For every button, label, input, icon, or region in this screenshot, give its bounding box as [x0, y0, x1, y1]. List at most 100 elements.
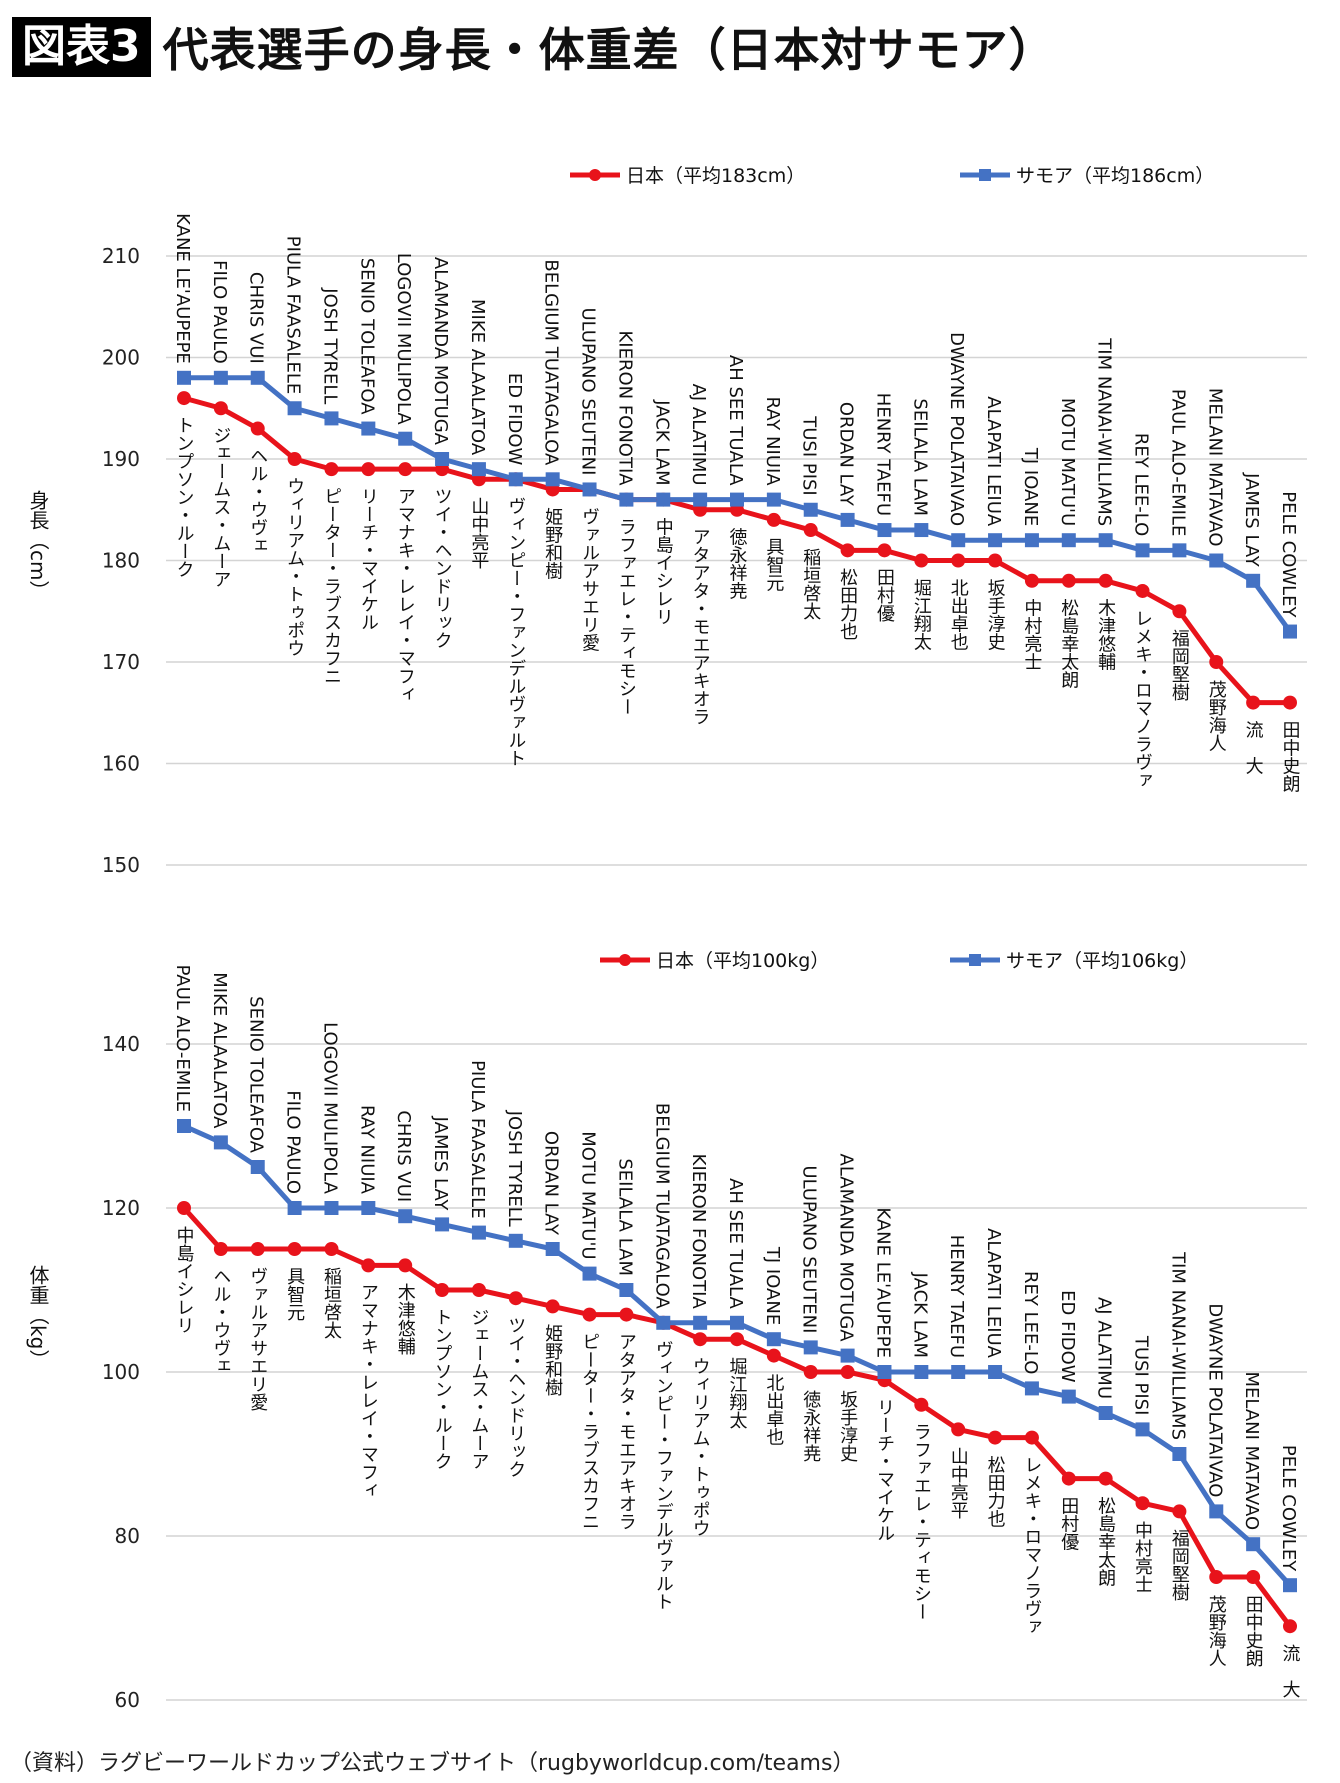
japan-data-point — [1246, 1570, 1261, 1584]
japan-player-label: 山中亮平 — [468, 497, 489, 569]
samoa-data-point — [1098, 533, 1113, 548]
japan-player-label: 具智元 — [763, 538, 784, 592]
japan-data-point — [361, 462, 376, 477]
japan-player-label: ツイ・ヘンドリック — [432, 487, 453, 649]
samoa-data-point — [951, 533, 966, 548]
samoa-player-label: HENRY TAEFU — [946, 1235, 967, 1358]
samoa-player-label: ULUPANO SEUTENI — [578, 307, 599, 475]
japan-data-point — [840, 1365, 855, 1379]
samoa-data-point — [988, 1365, 1003, 1379]
samoa-player-label: JOSH TYRELL — [504, 1110, 525, 1227]
japan-player-label: 中島イシレリ — [653, 517, 674, 625]
japan-data-point — [1283, 1619, 1297, 1634]
samoa-player-label: PIULA FAASALELE — [467, 1060, 488, 1219]
samoa-player-label: JAMES LAY — [1241, 472, 1262, 568]
japan-player-label: 坂手淳史 — [837, 1390, 858, 1462]
samoa-player-label: PIULA FAASALELE — [283, 236, 304, 395]
japan-player-label: アマナキ・レレイ・マフィ — [395, 487, 416, 703]
japan-player-label: 中島イシレリ — [174, 1226, 195, 1334]
samoa-data-point — [877, 523, 892, 538]
japan-data-point — [177, 1201, 191, 1215]
samoa-data-point — [361, 1201, 376, 1215]
japan-data-point — [730, 1332, 744, 1347]
japan-player-label: 姫野和樹 — [542, 507, 563, 579]
samoa-data-point — [1246, 573, 1261, 588]
samoa-player-label: SENIO TOLEAFOA — [246, 996, 267, 1154]
samoa-player-label: TUSI PISI — [799, 415, 820, 496]
samoa-data-point — [803, 1340, 818, 1355]
samoa-player-label: BELGIUM TUATAGALOA — [651, 1103, 672, 1310]
japan-data-point — [361, 1258, 376, 1273]
japan-player-label: ウィリアム・トゥポウ — [690, 1357, 711, 1537]
samoa-data-point — [213, 1135, 228, 1150]
y-axis-title: 体重（kg） — [26, 1265, 50, 1370]
japan-player-label: 田中史朗 — [1280, 721, 1301, 793]
samoa-data-point — [1246, 1537, 1261, 1552]
japan-data-point — [287, 452, 302, 466]
samoa-data-point — [1209, 553, 1224, 568]
samoa-player-label: ULUPANO SEUTENI — [799, 1165, 820, 1333]
samoa-data-point — [471, 462, 486, 477]
japan-data-point — [545, 1299, 560, 1314]
japan-player-label: 福岡堅樹 — [1169, 1529, 1190, 1601]
samoa-player-label: MELANI MATAVAO — [1241, 1372, 1262, 1531]
japan-player-label: ピーター・ラブスカフニ — [321, 487, 342, 685]
samoa-player-label: ALAPATI LEIUA — [983, 1228, 1004, 1359]
japan-player-label: 木津悠輔 — [1095, 599, 1116, 671]
source-note: （資料）ラグビーワールドカップ公式ウェブサイト（rugbyworldcup.co… — [10, 1751, 855, 1776]
samoa-player-label: ALAMANDA MOTUGA — [836, 1154, 857, 1343]
y-tick-label: 100 — [102, 1360, 140, 1384]
japan-player-label: 松島幸太朗 — [1095, 1496, 1116, 1586]
japan-player-label: ヘル・ウヴェ — [210, 1267, 231, 1375]
japan-data-point — [508, 1291, 523, 1306]
japan-player-label: ヘル・ウヴェ — [247, 447, 268, 555]
samoa-data-point — [840, 512, 855, 527]
japan-player-label: リーチ・マイケル — [874, 1398, 895, 1542]
samoa-data-point — [1061, 1389, 1076, 1404]
samoa-player-label: JACK LAM — [909, 1272, 930, 1358]
japan-player-label: 山中亮平 — [948, 1447, 969, 1519]
japan-data-point — [213, 401, 228, 416]
samoa-data-point — [1061, 533, 1076, 548]
samoa-player-label: PAUL ALO-EMILE — [172, 965, 193, 1112]
samoa-data-point — [840, 1348, 855, 1363]
japan-player-label: 姫野和樹 — [542, 1324, 563, 1396]
y-tick-label: 190 — [102, 447, 140, 471]
legend-marker — [619, 954, 631, 966]
legend-label: サモア（平均106kg） — [1006, 950, 1198, 972]
samoa-player-label: MELANI MATAVAO — [1204, 388, 1225, 547]
samoa-data-point — [177, 370, 191, 385]
japan-player-label: アマナキ・レレイ・マフィ — [358, 1283, 379, 1499]
samoa-data-point — [435, 1217, 450, 1232]
samoa-data-point — [803, 502, 818, 517]
samoa-data-point — [287, 1201, 302, 1215]
samoa-data-point — [951, 1365, 966, 1379]
samoa-player-label: CHRIS VUI — [246, 272, 267, 364]
japan-data-point — [1098, 573, 1113, 588]
japan-data-point — [582, 1307, 597, 1322]
samoa-data-point — [1172, 543, 1187, 558]
japan-data-point — [803, 523, 818, 538]
japan-player-label: 稲垣啓太 — [800, 548, 821, 620]
japan-data-point — [1024, 1430, 1039, 1445]
japan-player-label: 松島幸太朗 — [1058, 599, 1079, 689]
samoa-data-point — [213, 370, 228, 385]
samoa-player-label: BELGIUM TUATAGALOA — [541, 259, 562, 466]
y-tick-label: 160 — [102, 752, 140, 776]
japan-data-point — [1098, 1471, 1113, 1486]
samoa-player-label: REY LEE-LO — [1131, 433, 1152, 536]
japan-data-point — [213, 1242, 228, 1256]
samoa-data-point — [693, 1315, 708, 1330]
japan-data-point — [1135, 583, 1150, 598]
samoa-data-point — [619, 1283, 634, 1297]
samoa-player-label: MIKE ALAALATOA — [209, 972, 230, 1129]
samoa-player-label: AJ ALATIMU — [688, 384, 709, 486]
samoa-data-point — [877, 1365, 892, 1379]
samoa-player-label: RAY NIUIA — [356, 1105, 377, 1195]
samoa-player-label: PELE COWLEY — [1278, 1445, 1299, 1572]
samoa-data-point — [508, 1233, 523, 1248]
samoa-player-label: AH SEE TUALA — [725, 355, 746, 486]
japan-data-point — [250, 1242, 265, 1256]
japan-data-point — [398, 462, 413, 477]
weight-chart: 60 80 100 120 140 体重（kg） 日本（平均100kg） サモア（平均106k… — [26, 950, 1307, 1712]
